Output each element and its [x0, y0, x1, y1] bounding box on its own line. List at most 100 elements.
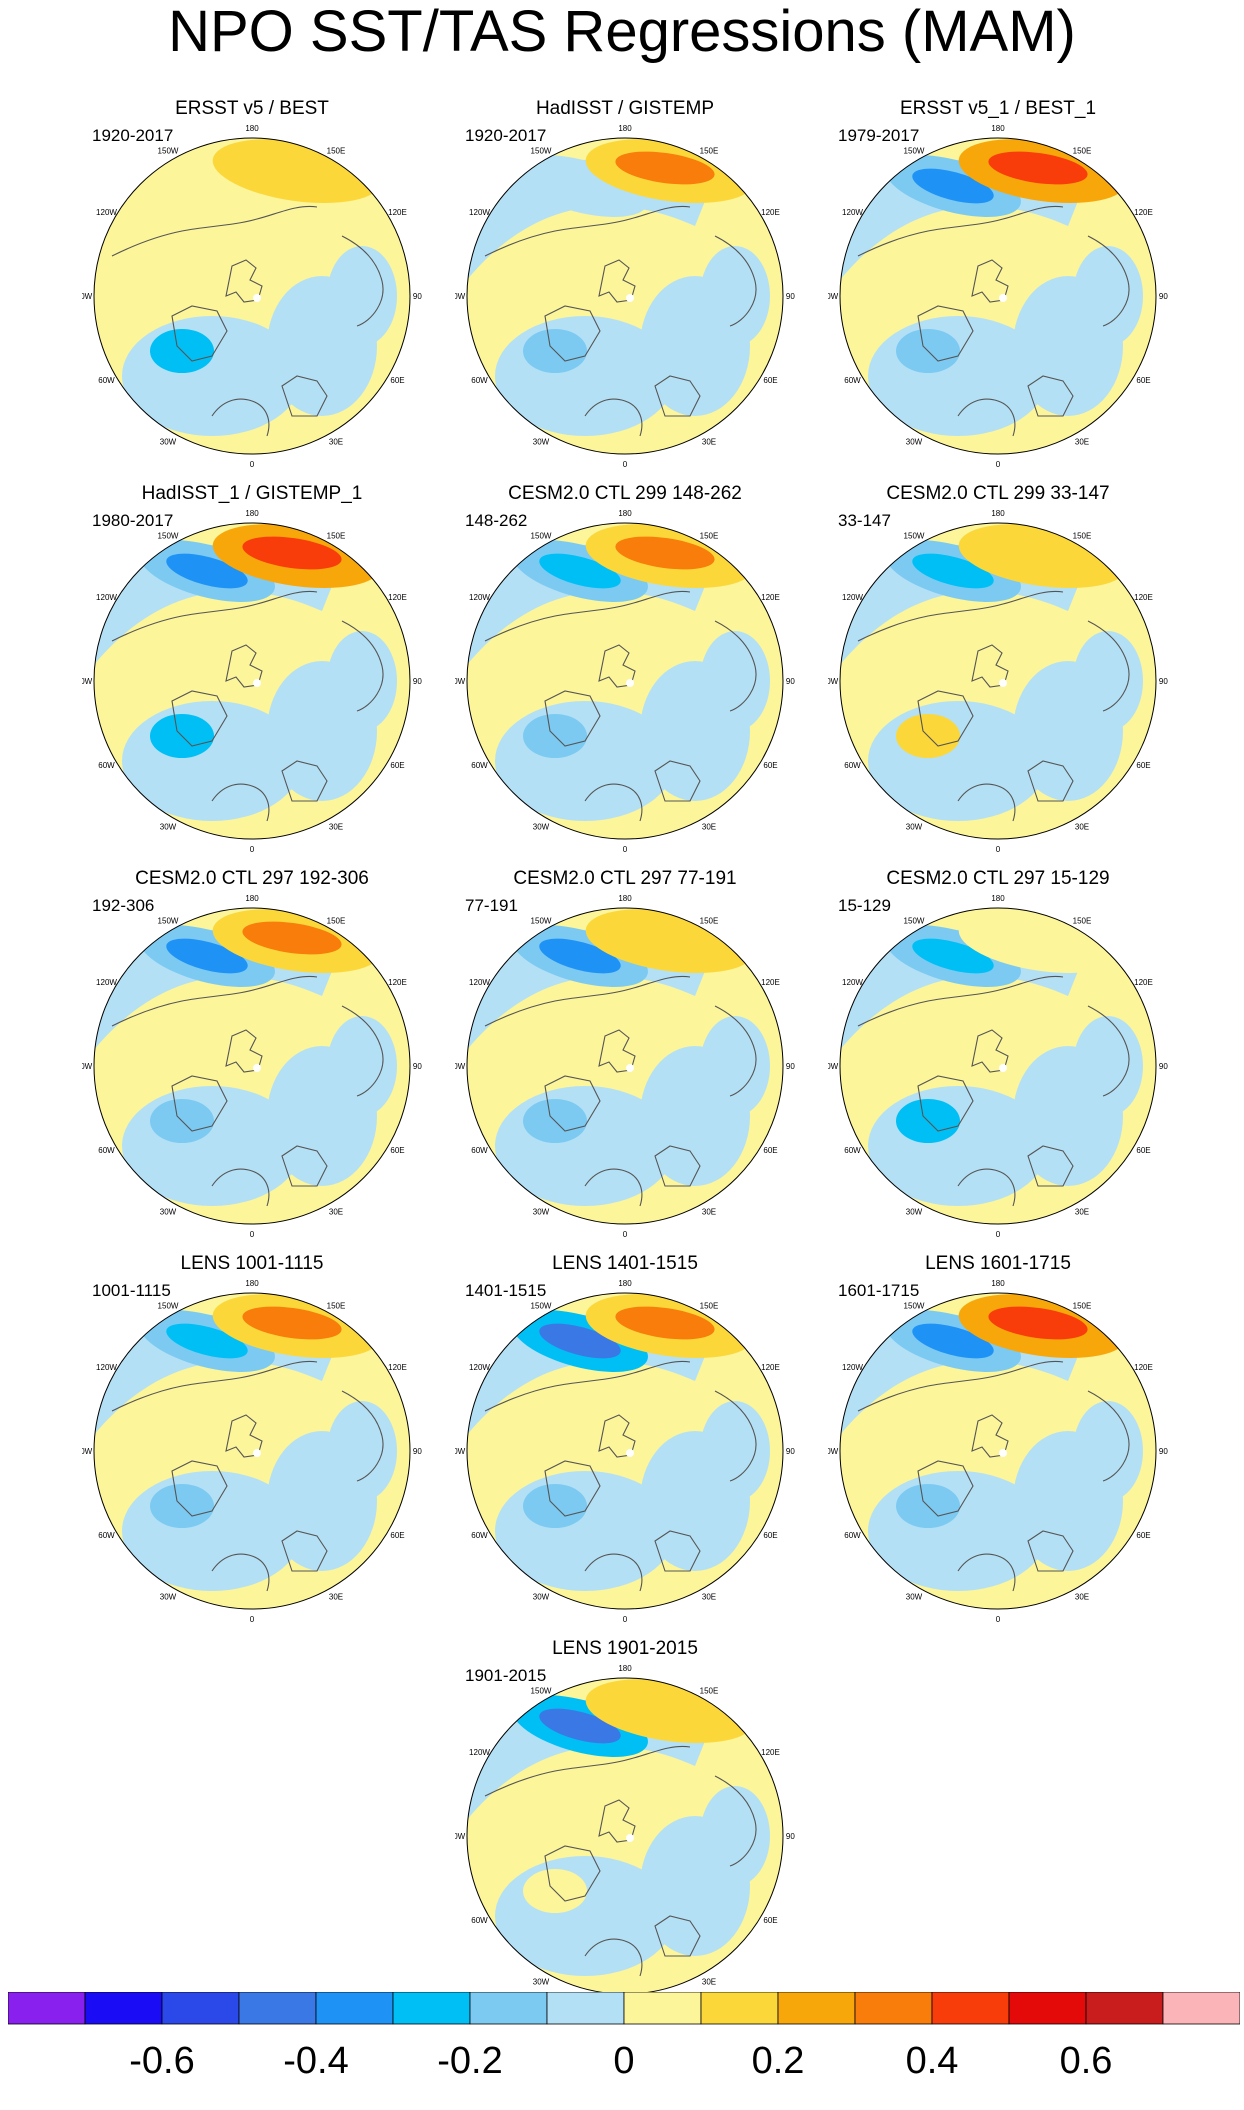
colorbar-swatch	[1085, 1991, 1164, 2025]
longitude-label: 120W	[96, 593, 117, 602]
longitude-label: 30E	[702, 1593, 716, 1602]
coastline	[111, 590, 318, 642]
longitude-label: 90W	[828, 677, 839, 686]
longitude-label: 120W	[96, 208, 117, 217]
map-panel: 180 150E 120E 90E 60E 30E 0 30W 60W 90W 120W 150W CE…	[455, 483, 795, 863]
longitude-label: 120E	[388, 208, 407, 217]
longitude-label: 90W	[828, 292, 839, 301]
longitude-label: 90W	[828, 1447, 839, 1456]
longitude-label: 30E	[702, 823, 716, 832]
anomaly-region-pacific-positive-core	[615, 1306, 715, 1340]
panel-period: 1980-2017	[92, 511, 174, 530]
pole-marker	[626, 1064, 634, 1072]
panel-period: 1601-1715	[838, 1281, 920, 1300]
longitude-label: 180	[991, 894, 1005, 903]
coastline	[1027, 1145, 1074, 1187]
coastline	[111, 975, 318, 1027]
coastline	[654, 1145, 701, 1187]
longitude-label: 120W	[842, 978, 863, 987]
coastline	[484, 205, 691, 257]
anomaly-region-pacific-negative-core	[166, 938, 248, 974]
coastline	[484, 975, 691, 1027]
coastline	[225, 644, 263, 688]
longitude-label: 60E	[1136, 376, 1150, 385]
longitude-label: 60E	[1136, 761, 1150, 770]
colorbar-swatch	[931, 1991, 1010, 2025]
longitude-label: 90E	[413, 677, 422, 686]
polar-map: 180 150E 120E 90E 60E 30E 0 30W 60W 90W 120W 150W	[82, 509, 422, 854]
figure-title: NPO SST/TAS Regressions (MAM)	[168, 0, 1076, 64]
coastline	[857, 975, 1064, 1027]
longitude-label: 150W	[531, 917, 552, 926]
coastline	[484, 1360, 691, 1412]
colorbar-tick-label: 0	[613, 2040, 635, 2082]
coastline	[225, 259, 263, 303]
coastline	[654, 375, 701, 417]
anomaly-region-pacific-negative-core	[539, 1708, 621, 1744]
longitude-label: 180	[618, 1664, 632, 1673]
pole-marker	[999, 1449, 1007, 1457]
longitude-label: 150E	[1073, 917, 1092, 926]
coastline	[714, 1005, 757, 1097]
longitude-label: 60E	[390, 376, 404, 385]
longitude-label: 150E	[700, 532, 719, 541]
anomaly-region-siberia-weak	[327, 1016, 397, 1116]
anomaly-region-pacific-negative-core	[912, 1323, 994, 1359]
longitude-label: 30E	[329, 1208, 343, 1217]
anomaly-region-pacific-negative-core	[912, 938, 994, 974]
map-boundary	[466, 907, 784, 1225]
coastline	[957, 783, 1016, 822]
longitude-label: 60W	[844, 1531, 861, 1540]
longitude-label: 90E	[1159, 292, 1168, 301]
coastline	[971, 1029, 1009, 1073]
longitude-label: 150W	[531, 1302, 552, 1311]
longitude-label: 150E	[1073, 1302, 1092, 1311]
coastline	[341, 1005, 384, 1097]
colorbar-tick-label: 0.2	[751, 2040, 805, 2082]
coastline	[211, 783, 270, 822]
colorbar-swatch	[84, 1991, 163, 2025]
longitude-label: 60W	[844, 376, 861, 385]
longitude-label: 30W	[160, 823, 177, 832]
longitude-label: 120E	[761, 208, 780, 217]
coastline	[211, 1168, 270, 1207]
map-boundary	[93, 137, 411, 455]
longitude-label: 180	[991, 1279, 1005, 1288]
longitude-label: 120E	[761, 593, 780, 602]
colorbar-swatch	[392, 1991, 471, 2025]
colorbar: -0.6 -0.4 -0.2 0 0.2 0.4 0.6	[7, 1991, 1241, 2110]
longitude-label: 30W	[906, 1593, 923, 1602]
coastline	[654, 1530, 701, 1572]
anomaly-region-siberia-weak	[1073, 246, 1143, 346]
coastline	[171, 690, 228, 747]
longitude-label: 150E	[700, 917, 719, 926]
longitude-label: 30E	[329, 438, 343, 447]
longitude-label: 90W	[82, 1447, 93, 1456]
pole-marker	[999, 679, 1007, 687]
longitude-label: 180	[618, 894, 632, 903]
longitude-label: 60E	[1136, 1146, 1150, 1155]
coastline	[584, 398, 643, 437]
longitude-label: 90E	[413, 292, 422, 301]
longitude-label: 90E	[786, 1062, 795, 1071]
map-boundary	[839, 907, 1157, 1225]
anomaly-region-siberia-weak	[700, 631, 770, 731]
coastline	[598, 1414, 636, 1458]
longitude-label: 60E	[763, 1916, 777, 1925]
longitude-label: 120E	[1134, 208, 1153, 217]
coastline	[917, 690, 974, 747]
coastline	[544, 305, 601, 362]
longitude-label: 60W	[98, 1146, 115, 1155]
polar-map: 180 150E 120E 90E 60E 30E 0 30W 60W 90W 120W 150W	[828, 1279, 1168, 1624]
coastline	[584, 1168, 643, 1207]
anomaly-region-pacific-positive-core	[242, 921, 342, 955]
coastline	[714, 620, 757, 712]
polar-map: 180 150E 120E 90E 60E 30E 0 30W 60W 90W 120W 150W	[455, 1279, 795, 1624]
longitude-label: 90E	[1159, 677, 1168, 686]
coastline	[171, 1075, 228, 1132]
coastline	[281, 375, 328, 417]
longitude-label: 180	[618, 124, 632, 133]
longitude-label: 150W	[904, 917, 925, 926]
colorbar-swatch	[854, 1991, 933, 2025]
panel-period: 77-191	[465, 896, 518, 915]
